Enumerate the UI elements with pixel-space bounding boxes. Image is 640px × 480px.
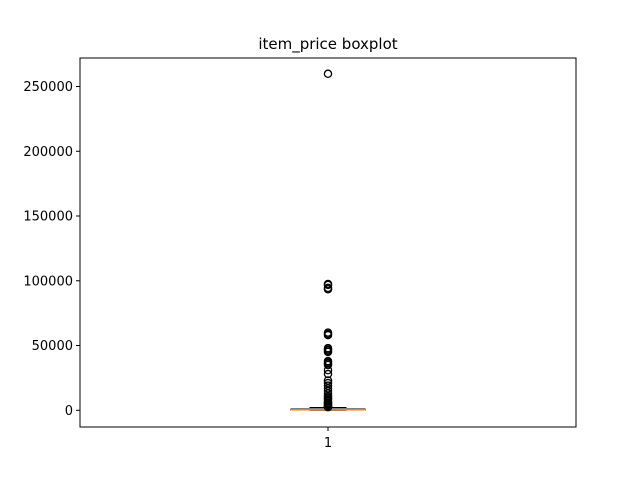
outlier-point — [323, 280, 333, 290]
outlier-point — [323, 284, 333, 294]
plot-frame — [79, 57, 577, 428]
x-axis: 1 — [324, 427, 332, 451]
outlier-point — [323, 330, 333, 340]
y-tick-label: 100000 — [23, 274, 73, 289]
y-axis: 0 50000 100000 150000 200000 250000 — [23, 80, 80, 419]
y-tick-label: 250000 — [23, 80, 73, 95]
outlier-point — [323, 360, 333, 370]
outlier-point — [323, 369, 333, 379]
plot-area — [290, 69, 366, 412]
x-tick-label: 1 — [324, 436, 332, 451]
y-tick-label: 150000 — [23, 210, 73, 225]
chart-title: item_price boxplot — [258, 35, 397, 54]
outlier-point — [323, 69, 333, 79]
outlier-point — [323, 347, 333, 357]
outlier-point — [323, 365, 333, 375]
y-tick-label: 0 — [65, 404, 73, 419]
y-tick-label: 200000 — [23, 145, 73, 160]
y-tick-label: 50000 — [32, 339, 73, 354]
outlier-point — [323, 402, 333, 412]
